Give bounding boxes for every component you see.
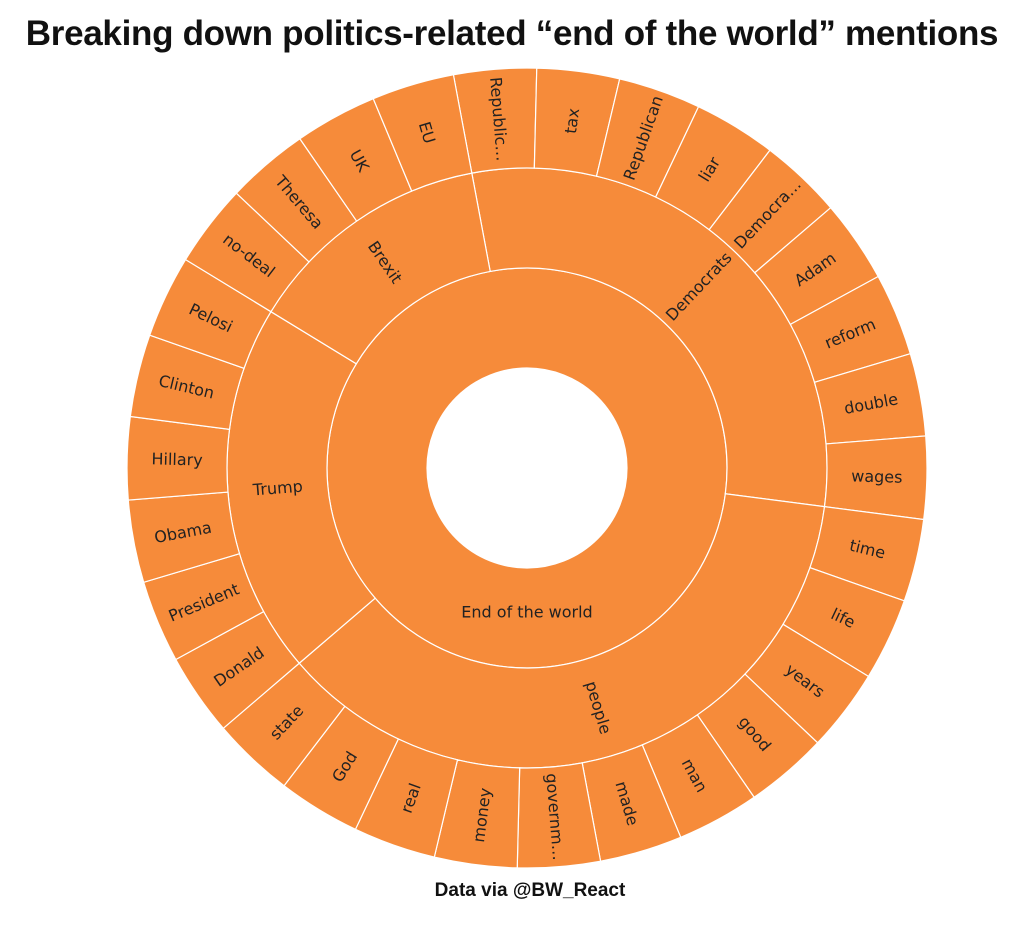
chart-title: Breaking down politics-related “end of t… bbox=[25, 14, 999, 53]
sunburst-category-label-trump: Trump bbox=[251, 477, 303, 500]
sunburst-root-label-end-of-the-world: End of the world bbox=[461, 603, 592, 622]
sunburst-leaf-label-hillary: Hillary bbox=[151, 449, 203, 469]
sunburst-leaf-arc-eu[interactable] bbox=[372, 74, 473, 192]
sunburst-leaf-label-tax: tax bbox=[561, 107, 583, 135]
sunburst-leaf-label-wages: wages bbox=[851, 466, 903, 486]
data-source-caption: Data via @BW_React bbox=[434, 880, 626, 901]
